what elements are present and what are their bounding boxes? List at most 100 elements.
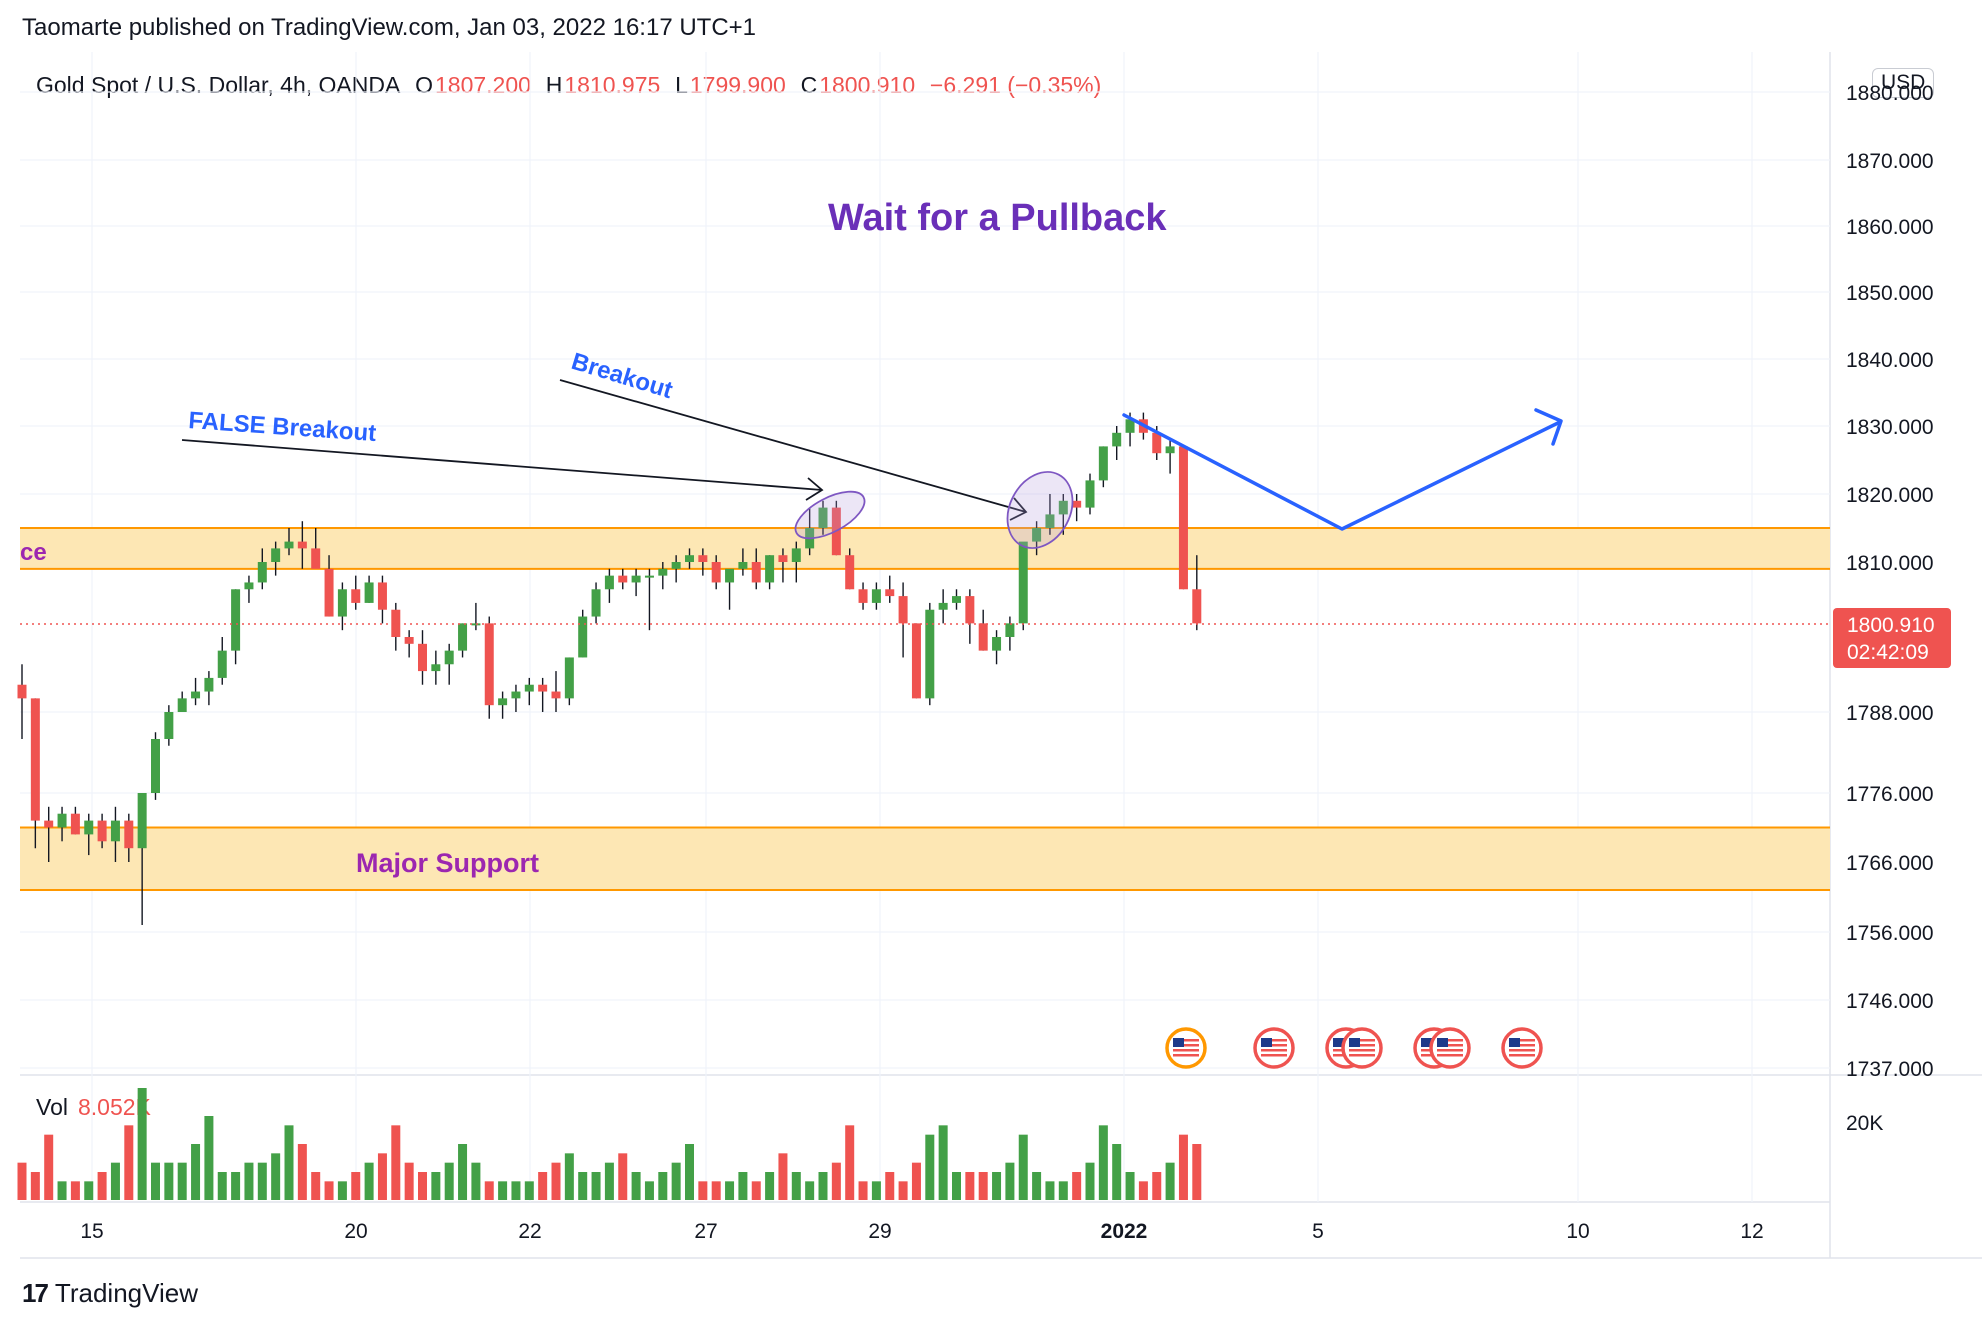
price-tick-label: 1820.000 [1846, 484, 1934, 507]
volume-bar [1192, 1144, 1202, 1200]
volume-bar [137, 1088, 147, 1200]
candle-body [791, 548, 801, 562]
time-tick-label: 20 [344, 1220, 367, 1243]
time-axis[interactable]: 15 20 22 27 29 2022 5 10 12 [80, 1220, 1763, 1243]
price-tick-label: 1810.000 [1846, 552, 1934, 575]
volume-bar [244, 1162, 254, 1200]
footer-brand[interactable]: TradingView [54, 1278, 198, 1308]
candle-body [1192, 589, 1202, 624]
candle-body [965, 596, 975, 624]
candle-body [618, 575, 628, 583]
volume-bar [1138, 1181, 1148, 1200]
volume-bar [498, 1181, 508, 1200]
volume-bar [418, 1172, 427, 1200]
tradingview-logo-icon[interactable]: 17 [22, 1278, 49, 1308]
volume-bar [858, 1181, 868, 1200]
candle-body [818, 507, 828, 528]
title-annotation: Wait for a Pullback [828, 197, 1167, 239]
candle-body [644, 575, 654, 578]
time-tick-label: 29 [868, 1220, 891, 1243]
volume-bar [484, 1181, 494, 1200]
volume-bar [164, 1162, 174, 1200]
zones [20, 527, 1830, 891]
price-tag: 1800.910 02:42:09 [1833, 608, 1951, 668]
volume-bar [324, 1181, 334, 1200]
candles [17, 412, 1202, 925]
volume-axis-label: 20K [1846, 1112, 1883, 1135]
resistance-label: ce [20, 539, 47, 566]
volume-bar [831, 1162, 841, 1200]
volume-bar [711, 1181, 721, 1200]
candle-body [511, 691, 521, 699]
volume-bar [738, 1172, 748, 1200]
candle-body [631, 575, 641, 583]
volume-bar [898, 1181, 908, 1200]
candle-body [257, 562, 267, 583]
candle-body [124, 820, 134, 849]
volume-bar [297, 1144, 307, 1200]
us-flag-icon[interactable] [1341, 1027, 1383, 1069]
candle-body [164, 712, 174, 739]
volume-bar [1005, 1162, 1015, 1200]
price-tick-label: 1766.000 [1846, 852, 1934, 875]
volume-bar [1072, 1172, 1082, 1200]
symbol-name[interactable]: Gold Spot / U.S. Dollar, 4h, OANDA [36, 72, 401, 98]
us-flag-icon[interactable] [1253, 1027, 1295, 1069]
currency-button[interactable]: USD [1872, 68, 1935, 98]
volume-bar [471, 1162, 481, 1200]
volume-bar [671, 1162, 681, 1200]
candle-body [685, 555, 694, 562]
candle-body [311, 548, 321, 569]
us-flag-icon[interactable] [1501, 1027, 1543, 1069]
volume-bar [631, 1172, 641, 1200]
price-axis[interactable]: 1737.000 1746.000 1756.000 1766.000 1776.000… [1846, 82, 1934, 1081]
volume-bar [1032, 1172, 1042, 1200]
candle-body [458, 623, 468, 651]
candle-body [751, 562, 761, 583]
time-tick-label: 10 [1566, 1220, 1589, 1243]
volume-bar [925, 1134, 935, 1200]
price-tag-countdown: 02:42:09 [1847, 641, 1929, 664]
volume-bar [938, 1125, 948, 1200]
volume-bar [618, 1153, 628, 1200]
candle-body [391, 609, 401, 637]
volume-bars [17, 1088, 1202, 1200]
breakout-label: Breakout [568, 348, 675, 404]
candle-body [1018, 541, 1028, 624]
candle-body [578, 616, 588, 658]
candle-body [231, 589, 241, 651]
volume-bar [44, 1134, 54, 1200]
candle-body [765, 555, 775, 583]
volume-bar [257, 1162, 267, 1200]
volume-bar [578, 1172, 588, 1200]
time-tick-label: 12 [1740, 1220, 1763, 1243]
candle-body [17, 684, 27, 699]
us-flag-icon[interactable] [1165, 1027, 1207, 1069]
price-tick-label: 1860.000 [1846, 216, 1934, 239]
time-tick-label: 22 [518, 1220, 541, 1243]
volume-bar [404, 1162, 414, 1200]
candle-body [191, 691, 201, 699]
candle-body [1125, 419, 1135, 433]
time-tick-label: 5 [1312, 1220, 1324, 1243]
candle-body [898, 596, 908, 624]
volume-bar [391, 1125, 401, 1200]
price-tick-label: 1830.000 [1846, 416, 1934, 439]
economic-events[interactable] [1165, 1027, 1543, 1069]
candle-body [1005, 623, 1015, 637]
candle-body [538, 684, 548, 692]
candle-body [1045, 514, 1055, 528]
volume-bar [778, 1153, 788, 1200]
volume-bar [70, 1181, 80, 1200]
false-breakout-circle [794, 490, 866, 540]
volume-bar [538, 1172, 548, 1200]
volume-bar [1152, 1172, 1162, 1200]
volume-bar [1058, 1181, 1068, 1200]
us-flag-icon[interactable] [1429, 1027, 1471, 1069]
price-tick-label: 1840.000 [1846, 349, 1934, 372]
volume-bar [271, 1153, 281, 1200]
volume-bar [1112, 1144, 1122, 1200]
volume-bar [818, 1172, 828, 1200]
volume-bar [191, 1144, 201, 1200]
